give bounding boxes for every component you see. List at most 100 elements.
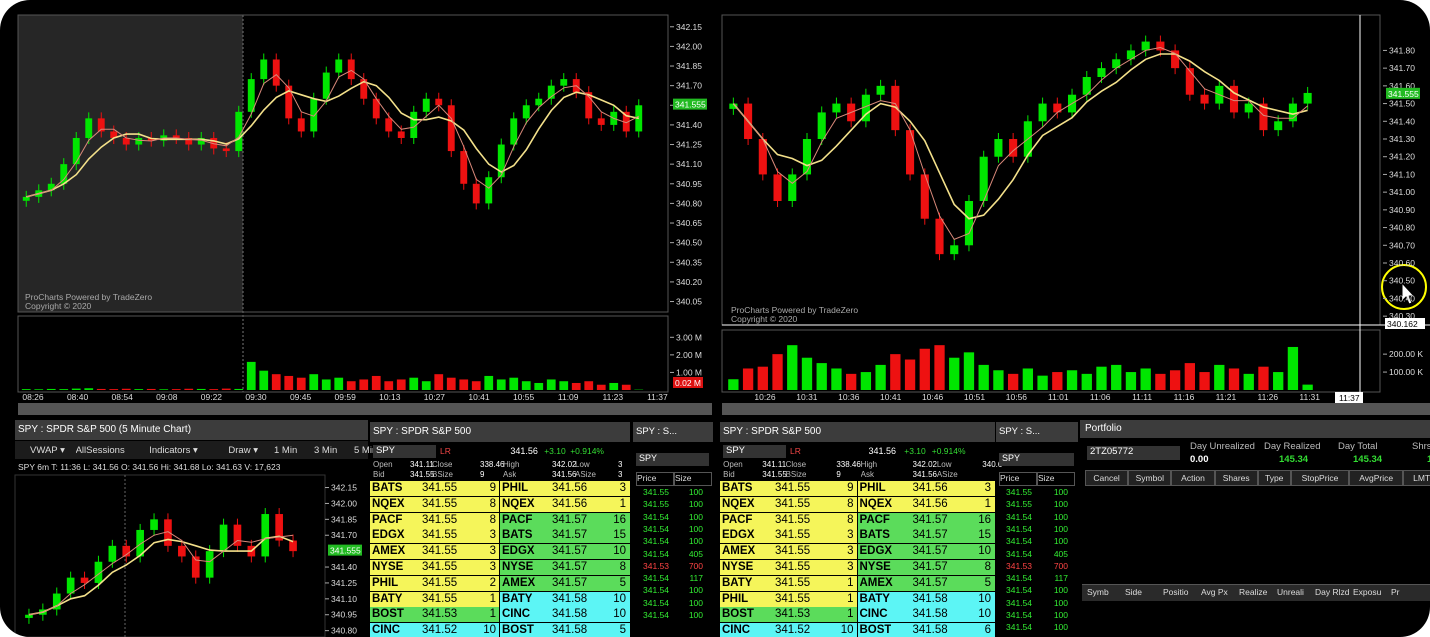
position-column[interactable]: Positio (1163, 587, 1189, 597)
position-column[interactable]: Realize (1239, 587, 1268, 597)
volume-bar (742, 368, 754, 390)
position-column[interactable]: Day Rlzd (1315, 587, 1350, 597)
candle (47, 183, 55, 191)
volume-tick-label: 100.00 K (1389, 367, 1423, 377)
position-column[interactable]: Unreali (1277, 587, 1304, 597)
candle (72, 137, 80, 165)
ask-row (500, 623, 630, 637)
toolbar-button[interactable]: 1 Min (274, 445, 298, 456)
position-column[interactable]: Avg Px (1201, 587, 1228, 597)
toolbar-button[interactable]: VWAP ▾ (30, 445, 65, 456)
stat-value: 145.34 (1353, 454, 1383, 465)
candle (108, 545, 117, 562)
position-column[interactable]: Pr (1391, 587, 1400, 597)
volume-bar (234, 388, 244, 390)
volume-bar (787, 345, 798, 390)
volume-bar (509, 377, 519, 390)
candle (472, 183, 480, 204)
order-column[interactable]: Action (1171, 470, 1215, 486)
bid-size: 1 (847, 608, 854, 621)
order-column[interactable]: Cancel (1085, 470, 1129, 486)
bid-size: 9 (847, 482, 854, 494)
scrollbar[interactable] (18, 403, 712, 415)
bid-mpid: AMEX (722, 545, 756, 558)
candle (964, 201, 974, 246)
chart-info: SPY 6m T: 11:36 L: 341.56 O: 341.56 Hi: … (18, 462, 281, 472)
price-tick-label: 341.60 (1389, 81, 1415, 91)
panel-title-bar (1080, 420, 1430, 438)
toolbar-button[interactable]: 5 Min (354, 445, 378, 456)
candle (275, 514, 283, 541)
panel-title: Portfolio (1085, 423, 1122, 434)
ask-price: 341.57 (552, 529, 588, 542)
order-column[interactable]: Shares (1214, 470, 1258, 486)
volume-tag: 0.02 M (675, 378, 701, 388)
candle (233, 524, 242, 546)
volume-bar (96, 388, 106, 390)
volume-bar (919, 348, 930, 390)
ask-price: 341.58 (552, 624, 588, 637)
bid-size: 1 (489, 592, 496, 605)
position-column[interactable]: Exposu (1353, 587, 1382, 597)
bid-row (370, 496, 499, 512)
position-column[interactable]: Symb (1087, 587, 1109, 597)
volume-bar (1214, 364, 1225, 390)
copyright: Copyright © 2020 (25, 301, 92, 311)
toolbar-button[interactable]: AllSessions (75, 445, 125, 456)
bid-price: 341.55 (422, 561, 458, 573)
quote-value: 9 (480, 470, 485, 479)
quote-label: BSize (432, 470, 453, 479)
candle (510, 118, 518, 145)
moving-average (28, 531, 294, 616)
quote-value: 338.46 (836, 460, 861, 469)
toolbar-button[interactable]: Draw ▾ (228, 445, 258, 456)
volume-bar (1243, 373, 1254, 390)
bid-price: 341.55 (422, 482, 458, 494)
symbol-input[interactable]: SPY (999, 453, 1074, 466)
bid-price: 341.55 (775, 482, 811, 494)
order-column[interactable]: Symbol (1128, 470, 1172, 486)
cursor-price: 340.162 (1387, 319, 1418, 329)
price-tick-label: 342.00 (676, 41, 702, 51)
bid-row (720, 544, 857, 560)
time-label: 11:31 (1299, 392, 1320, 402)
order-column[interactable]: LMT Price (1403, 470, 1430, 486)
trade-size: 100 (1053, 523, 1068, 534)
bid-size: 10 (483, 624, 496, 637)
candle (1009, 139, 1018, 157)
time-label: 09:22 (201, 392, 223, 402)
order-column[interactable]: Type (1257, 470, 1291, 486)
trade-price: 341.54 (643, 511, 669, 522)
quote-value: 341.11 (410, 460, 434, 469)
price-tick-label: 340.80 (676, 198, 702, 208)
bid-price: 341.55 (422, 592, 458, 605)
candle (994, 139, 1003, 157)
toolbar-button[interactable]: 3 Min (314, 445, 338, 456)
bid-price: 341.52 (775, 624, 811, 637)
time-label: 09:30 (245, 392, 267, 402)
order-column[interactable]: AvgPrice (1349, 470, 1403, 486)
volume-bar (46, 388, 56, 390)
trade-price: 341.54 (643, 597, 669, 608)
ask-size: 5 (619, 624, 626, 637)
symbol-input[interactable]: SPY (723, 445, 786, 458)
position-column[interactable]: Side (1125, 587, 1143, 597)
quote-label: ASize (575, 470, 596, 479)
order-column[interactable]: StopPrice (1290, 470, 1350, 486)
account-select[interactable]: 2TZ05772 (1087, 446, 1180, 460)
bid-price: 341.55 (422, 497, 458, 510)
trade-price: 341.55 (1006, 487, 1032, 497)
time-label: 11:11 (1132, 392, 1152, 402)
symbol-input[interactable]: SPY (373, 445, 436, 458)
toolbar-button[interactable]: Indicators ▾ (149, 445, 198, 456)
candle (1156, 41, 1165, 51)
bid-row (370, 528, 499, 544)
ask-mpid: PACF (502, 513, 533, 526)
price-tick-label: 341.85 (676, 61, 702, 71)
symbol-input[interactable]: SPY (636, 453, 709, 466)
bid-size: 1 (847, 576, 854, 589)
scrollbar[interactable] (722, 403, 1430, 415)
trade-size: 100 (688, 585, 703, 596)
bid-mpid: PACF (722, 513, 753, 526)
candle (185, 137, 193, 145)
